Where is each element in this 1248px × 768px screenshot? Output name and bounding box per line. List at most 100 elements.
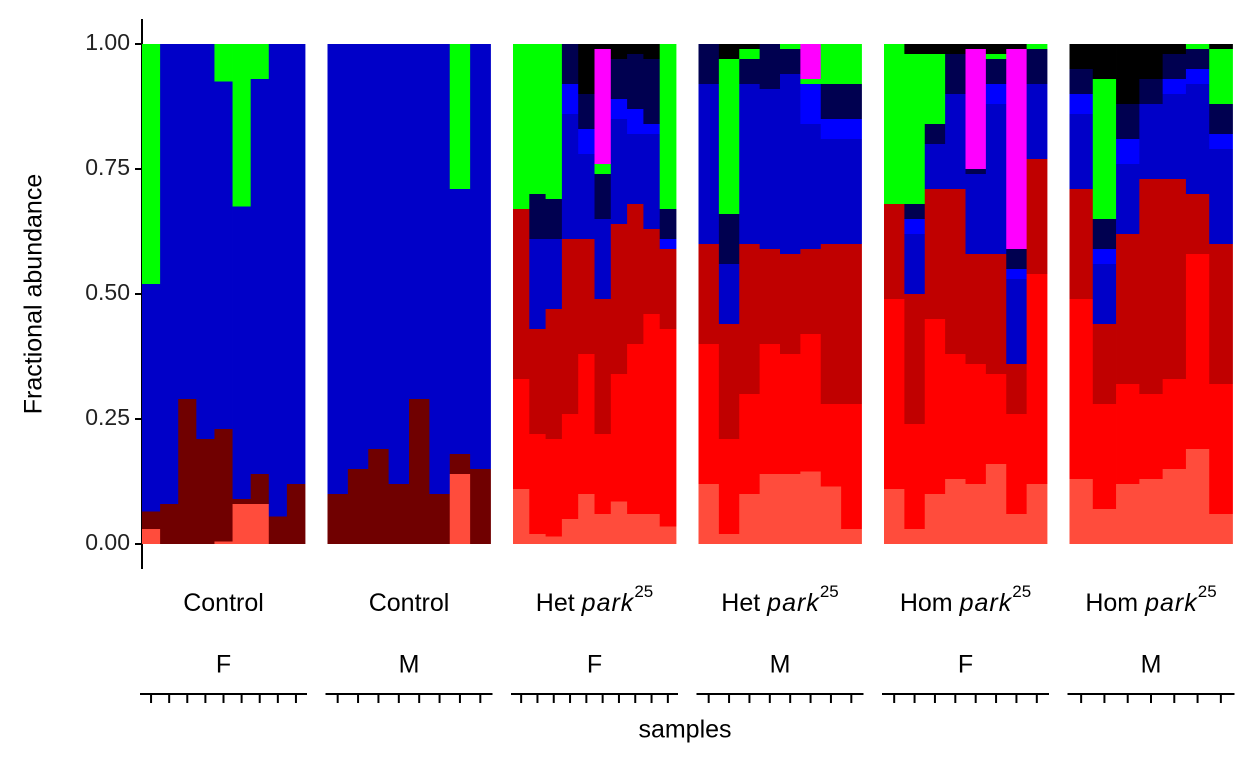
bar-segment bbox=[529, 434, 546, 534]
y-tick-label: 1.00 bbox=[85, 29, 130, 55]
bar-segment bbox=[578, 154, 595, 239]
bar-segment bbox=[800, 334, 822, 472]
bar-segment bbox=[1069, 94, 1094, 114]
bar-segment bbox=[449, 454, 471, 474]
bar-segment bbox=[1209, 149, 1233, 244]
bar-segment bbox=[1026, 274, 1048, 484]
bar-segment bbox=[739, 494, 761, 544]
bar-segment bbox=[578, 354, 595, 494]
bar-segment bbox=[513, 489, 530, 544]
bar-segment bbox=[1069, 44, 1094, 69]
facet-superscript: 25 bbox=[1198, 582, 1217, 601]
bar-segment bbox=[841, 139, 862, 244]
bar-segment bbox=[561, 239, 579, 414]
bar-segment bbox=[924, 54, 946, 124]
bar-segment bbox=[780, 254, 801, 354]
facet-label: Hom park25 bbox=[900, 582, 1031, 616]
facet-genotype: Control bbox=[183, 589, 264, 617]
panel bbox=[513, 44, 677, 544]
bar-segment bbox=[924, 189, 946, 319]
panel bbox=[327, 44, 491, 544]
y-tick-label: 0.50 bbox=[85, 279, 130, 305]
bar-segment bbox=[904, 54, 926, 204]
panel bbox=[884, 44, 1048, 544]
bar-segment bbox=[945, 354, 966, 479]
bar-segment bbox=[578, 44, 595, 94]
bar-segment bbox=[841, 529, 862, 544]
bar-segment bbox=[1209, 44, 1233, 49]
facet-allele: park bbox=[959, 589, 1013, 617]
bar-segment bbox=[718, 534, 740, 544]
bar-segment bbox=[594, 174, 612, 219]
bar-segment bbox=[1185, 69, 1210, 84]
bar-segment bbox=[268, 44, 288, 517]
bar-segment bbox=[965, 254, 987, 364]
bar-segment bbox=[578, 494, 595, 544]
bar-segment bbox=[739, 394, 761, 494]
bar-segment bbox=[594, 44, 612, 49]
bar-segment bbox=[1006, 279, 1028, 364]
bar-segment bbox=[659, 209, 677, 239]
bar-segment bbox=[196, 439, 215, 544]
bar-segment bbox=[841, 84, 862, 119]
bar-segment bbox=[1162, 179, 1187, 379]
bar-segment bbox=[1185, 194, 1210, 254]
facet-superscript: 25 bbox=[1012, 582, 1031, 601]
bar-segment bbox=[965, 364, 987, 484]
bar-segment bbox=[429, 44, 451, 494]
bar-segment bbox=[800, 124, 822, 249]
facet-genotype: Het bbox=[536, 589, 575, 617]
bar-segment bbox=[1092, 79, 1117, 219]
bar-segment bbox=[545, 536, 563, 544]
bar-segment bbox=[884, 44, 905, 204]
bar-segment bbox=[1092, 264, 1117, 324]
bar-segment bbox=[985, 254, 1007, 374]
bar-segment bbox=[800, 249, 822, 334]
bar-segment bbox=[698, 44, 720, 84]
bar-segment bbox=[429, 494, 451, 544]
bar-segment bbox=[1209, 384, 1233, 514]
bar-segment bbox=[214, 44, 233, 82]
bar-segment bbox=[1139, 394, 1164, 479]
bar-segment bbox=[985, 464, 1007, 544]
bar-segment bbox=[545, 309, 563, 439]
bar-segment bbox=[841, 244, 862, 404]
bar-segment bbox=[904, 219, 926, 234]
bar-segment bbox=[214, 81, 233, 429]
bar-segment bbox=[820, 139, 842, 244]
bar-segment bbox=[610, 374, 628, 502]
facet-allele: park bbox=[581, 589, 635, 617]
bar-segment bbox=[232, 504, 252, 544]
bar-segment bbox=[1069, 479, 1094, 544]
bar-segment bbox=[1092, 44, 1117, 79]
bar-segment bbox=[196, 44, 215, 439]
bar-segment bbox=[904, 294, 926, 424]
bar-segment bbox=[327, 44, 349, 494]
bar-segment bbox=[214, 541, 233, 544]
bar-segment bbox=[718, 439, 740, 534]
bar-segment bbox=[820, 44, 842, 84]
bar-segment bbox=[368, 449, 390, 544]
bar-segment bbox=[739, 44, 761, 49]
bar-segment bbox=[820, 244, 842, 404]
bar-segment bbox=[1139, 79, 1164, 104]
bar-segment bbox=[470, 44, 491, 469]
bar-segment bbox=[841, 404, 862, 529]
bar-segment bbox=[780, 354, 801, 474]
facet-label: Control bbox=[369, 589, 450, 617]
bar-segment bbox=[759, 89, 781, 249]
panel bbox=[1069, 44, 1233, 544]
bar-segment bbox=[820, 486, 842, 544]
bar-segment bbox=[470, 469, 491, 544]
bar-segment bbox=[924, 494, 946, 544]
bar-segment bbox=[627, 54, 644, 109]
bar-segment bbox=[841, 119, 862, 139]
bar-segment bbox=[780, 474, 801, 544]
bar-segment bbox=[985, 59, 1007, 84]
facet-sex: F bbox=[958, 651, 973, 679]
bar-segment bbox=[1139, 479, 1164, 544]
bar-segment bbox=[739, 59, 761, 84]
bar-segment bbox=[513, 209, 530, 379]
bar-segment bbox=[1209, 134, 1233, 149]
bar-segment bbox=[178, 399, 197, 544]
